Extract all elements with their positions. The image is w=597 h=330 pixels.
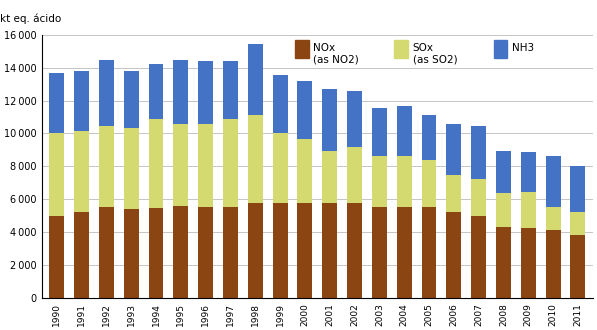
- Text: SOx: SOx: [413, 43, 433, 52]
- Bar: [546, 208, 561, 230]
- Bar: [149, 63, 164, 119]
- FancyBboxPatch shape: [494, 40, 507, 58]
- Text: (as NO2): (as NO2): [313, 54, 359, 64]
- FancyBboxPatch shape: [395, 40, 408, 58]
- Bar: [49, 133, 64, 216]
- Bar: [99, 60, 114, 126]
- Bar: [372, 156, 387, 208]
- Bar: [49, 73, 64, 133]
- Text: (as SO2): (as SO2): [413, 54, 457, 64]
- Bar: [397, 207, 411, 298]
- Bar: [471, 216, 486, 298]
- Bar: [471, 179, 486, 216]
- Bar: [99, 207, 114, 298]
- FancyBboxPatch shape: [296, 40, 309, 58]
- Bar: [198, 123, 213, 208]
- Bar: [372, 108, 387, 156]
- Bar: [74, 213, 89, 298]
- Bar: [496, 151, 511, 193]
- Bar: [322, 89, 337, 151]
- Bar: [124, 209, 139, 298]
- Bar: [173, 123, 188, 206]
- Bar: [447, 124, 461, 175]
- Bar: [322, 203, 337, 298]
- Bar: [347, 91, 362, 148]
- Bar: [223, 119, 238, 208]
- Bar: [397, 106, 411, 156]
- Bar: [124, 71, 139, 128]
- Bar: [248, 203, 263, 298]
- Bar: [297, 81, 312, 139]
- Text: NH3: NH3: [512, 43, 534, 52]
- Bar: [297, 203, 312, 298]
- Bar: [173, 60, 188, 123]
- Bar: [546, 230, 561, 298]
- Bar: [521, 228, 536, 298]
- Bar: [74, 71, 89, 131]
- Bar: [447, 175, 461, 213]
- Bar: [198, 61, 213, 123]
- Bar: [248, 115, 263, 203]
- Bar: [546, 156, 561, 208]
- Bar: [372, 208, 387, 298]
- Bar: [521, 152, 536, 192]
- Bar: [223, 61, 238, 119]
- Bar: [273, 133, 288, 203]
- Bar: [397, 156, 411, 207]
- Bar: [273, 75, 288, 133]
- Bar: [223, 208, 238, 298]
- Bar: [149, 208, 164, 298]
- Bar: [571, 235, 586, 298]
- Bar: [173, 206, 188, 298]
- Bar: [421, 160, 436, 207]
- Bar: [421, 115, 436, 160]
- Bar: [273, 203, 288, 298]
- Bar: [149, 119, 164, 208]
- Bar: [496, 193, 511, 227]
- Bar: [198, 208, 213, 298]
- Bar: [347, 148, 362, 203]
- Bar: [447, 213, 461, 298]
- Bar: [322, 151, 337, 203]
- Bar: [347, 203, 362, 298]
- Bar: [471, 126, 486, 179]
- Bar: [124, 128, 139, 209]
- Bar: [421, 207, 436, 298]
- Bar: [521, 192, 536, 228]
- Bar: [99, 126, 114, 207]
- Text: kt eq. ácido: kt eq. ácido: [1, 14, 61, 24]
- Bar: [571, 166, 586, 213]
- Bar: [74, 131, 89, 213]
- Text: NOx: NOx: [313, 43, 336, 52]
- Bar: [297, 139, 312, 203]
- Bar: [49, 216, 64, 298]
- Bar: [496, 227, 511, 298]
- Bar: [248, 44, 263, 115]
- Bar: [571, 213, 586, 235]
